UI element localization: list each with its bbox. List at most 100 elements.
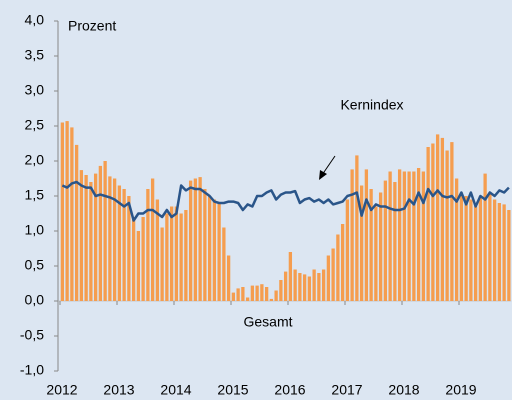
bar: [440, 137, 445, 301]
bar: [355, 155, 359, 301]
bar: [397, 169, 402, 301]
x-tick-label: 2014: [160, 382, 191, 398]
bar: [274, 290, 278, 301]
bar: [269, 298, 274, 301]
bar: [374, 206, 378, 301]
bar: [127, 196, 131, 301]
bar: [260, 284, 264, 301]
y-tick-label: 3,0: [25, 82, 45, 98]
bar: [421, 171, 426, 301]
bar: [312, 269, 316, 301]
bar: [364, 169, 369, 301]
bar: [241, 287, 245, 301]
bar: [350, 169, 354, 301]
bar: [279, 280, 283, 301]
bar: [146, 189, 150, 301]
bar: [136, 231, 141, 301]
bar: [492, 199, 497, 301]
bar: [203, 189, 207, 301]
line: [61, 180, 510, 222]
bar: [155, 199, 160, 301]
bar: [288, 252, 293, 301]
bar: [459, 192, 464, 301]
bar: [93, 173, 98, 301]
x-tick-label: 2013: [103, 382, 134, 398]
bar: [165, 213, 169, 301]
bar: [103, 161, 107, 301]
bar: [473, 206, 478, 301]
y-tick-label: 0,5: [25, 257, 45, 273]
bar: [359, 185, 364, 301]
x-tick-label: 2016: [274, 382, 305, 398]
bar: [416, 168, 421, 301]
bar: [331, 248, 335, 301]
bar: [345, 199, 350, 301]
bar: [117, 185, 122, 301]
bar: [464, 196, 468, 301]
bar: [378, 192, 383, 301]
y-tick-label: 3,5: [25, 47, 45, 63]
bar: [245, 297, 250, 301]
bar: [250, 285, 255, 301]
bar: [84, 175, 88, 301]
bar: [184, 210, 188, 301]
bar: [60, 122, 65, 301]
series-label: Kernindex: [340, 97, 403, 113]
bar: [450, 142, 454, 301]
x-tick-label: 2017: [331, 382, 362, 398]
y-axis-label: Prozent: [68, 18, 116, 34]
bar: [212, 199, 217, 301]
bar: [369, 189, 373, 301]
y-tick-label: 2,0: [25, 152, 45, 168]
bar: [188, 180, 193, 301]
bar: [131, 217, 136, 301]
bar: [283, 271, 288, 301]
y-tick-label: 0,0: [25, 292, 45, 308]
bar: [454, 178, 459, 301]
bar: [89, 182, 93, 301]
bar: [207, 196, 212, 301]
bar: [478, 196, 483, 301]
bar: [502, 204, 506, 301]
x-tick-label: 2015: [217, 382, 248, 398]
y-tick-label: -0,5: [20, 327, 44, 343]
y-tick-label: 1,5: [25, 187, 45, 203]
bar: [160, 227, 164, 301]
bar: [112, 178, 117, 301]
y-tick-label: 2,5: [25, 117, 45, 133]
bar: [445, 150, 449, 301]
arrow-head: [319, 170, 327, 180]
bar: [122, 189, 126, 301]
series-label: Gesamt: [243, 314, 292, 330]
bar: [226, 255, 231, 301]
bar: [402, 171, 407, 301]
x-tick-label: 2018: [388, 382, 419, 398]
bar: [383, 180, 388, 301]
bar: [264, 287, 269, 301]
bar: [108, 176, 112, 301]
y-tick-label: 1,0: [25, 222, 45, 238]
bar: [488, 192, 492, 301]
x-tick-label: 2012: [46, 382, 77, 398]
y-tick-label: 4,0: [25, 12, 45, 28]
bar: [412, 171, 416, 301]
bar: [326, 255, 331, 301]
bar: [302, 274, 307, 301]
bar: [217, 203, 221, 301]
bar: [174, 206, 179, 301]
x-tick-label: 2019: [445, 382, 476, 398]
bar: [255, 285, 259, 301]
bar: [407, 171, 411, 301]
bar: [74, 144, 79, 301]
bar: [141, 217, 145, 301]
bar: [65, 121, 69, 301]
bar: [236, 288, 240, 301]
bar: [231, 292, 236, 301]
bar: [70, 127, 74, 302]
bar: [321, 269, 326, 301]
bar: [298, 273, 302, 301]
bar: [307, 276, 312, 301]
bar: [79, 170, 84, 301]
bar: [193, 178, 198, 301]
